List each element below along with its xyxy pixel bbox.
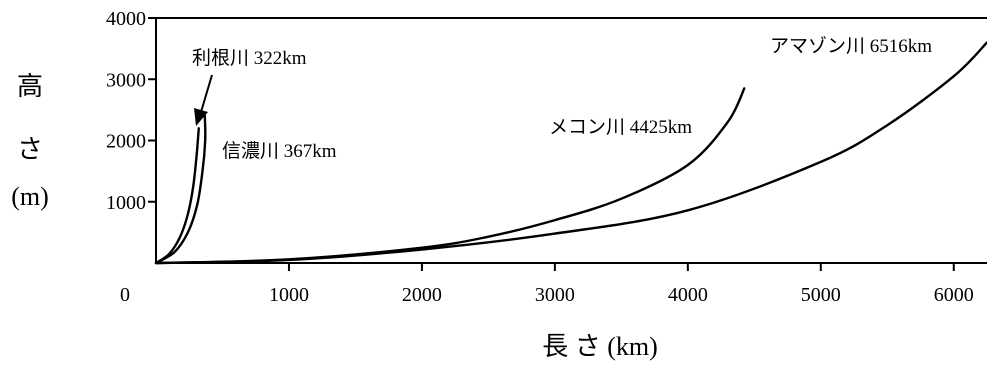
y-tick-label: 3000 <box>106 69 146 91</box>
amazon-river-curve <box>154 41 987 265</box>
y-ticks: 1000 2000 3000 4000 <box>106 8 156 214</box>
y-axis-title-line-1: 高 <box>17 72 43 101</box>
tone-arrow-head <box>194 108 208 126</box>
shinano-river-curve <box>154 114 207 265</box>
series-label-amazon: アマゾン川 6516km <box>770 35 932 57</box>
x-tick-label: 2000 <box>402 284 442 306</box>
tone-river-curve <box>154 127 200 265</box>
x-tick-label: 6000 <box>934 284 974 306</box>
y-tick-label: 4000 <box>106 8 146 30</box>
y-tick-label: 1000 <box>106 192 146 214</box>
x-tick-label: 5000 <box>801 284 841 306</box>
series-label-shinano: 信濃川 367km <box>222 140 337 162</box>
series-label-mekong: メコン川 4425km <box>549 117 692 138</box>
mekong-river-curve <box>154 87 746 265</box>
tone-arrow-shaft <box>200 74 213 113</box>
tone-arrow <box>194 74 213 126</box>
y-axis-title-line-2: さ <box>17 135 43 164</box>
x-tick-label: 4000 <box>668 284 708 306</box>
y-axis-title-line-3: (m) <box>11 182 49 211</box>
series-label-tone: 利根川 322km <box>192 47 307 69</box>
x-tick-label: 3000 <box>535 284 575 306</box>
origin-label: 0 <box>120 284 130 306</box>
y-tick-label: 2000 <box>106 131 146 153</box>
x-tick-label: 1000 <box>269 284 309 306</box>
x-ticks: 1000 2000 3000 4000 5000 6000 <box>269 263 974 306</box>
x-axis-title: 長 さ (km) <box>542 332 658 361</box>
series-curves <box>154 41 987 265</box>
